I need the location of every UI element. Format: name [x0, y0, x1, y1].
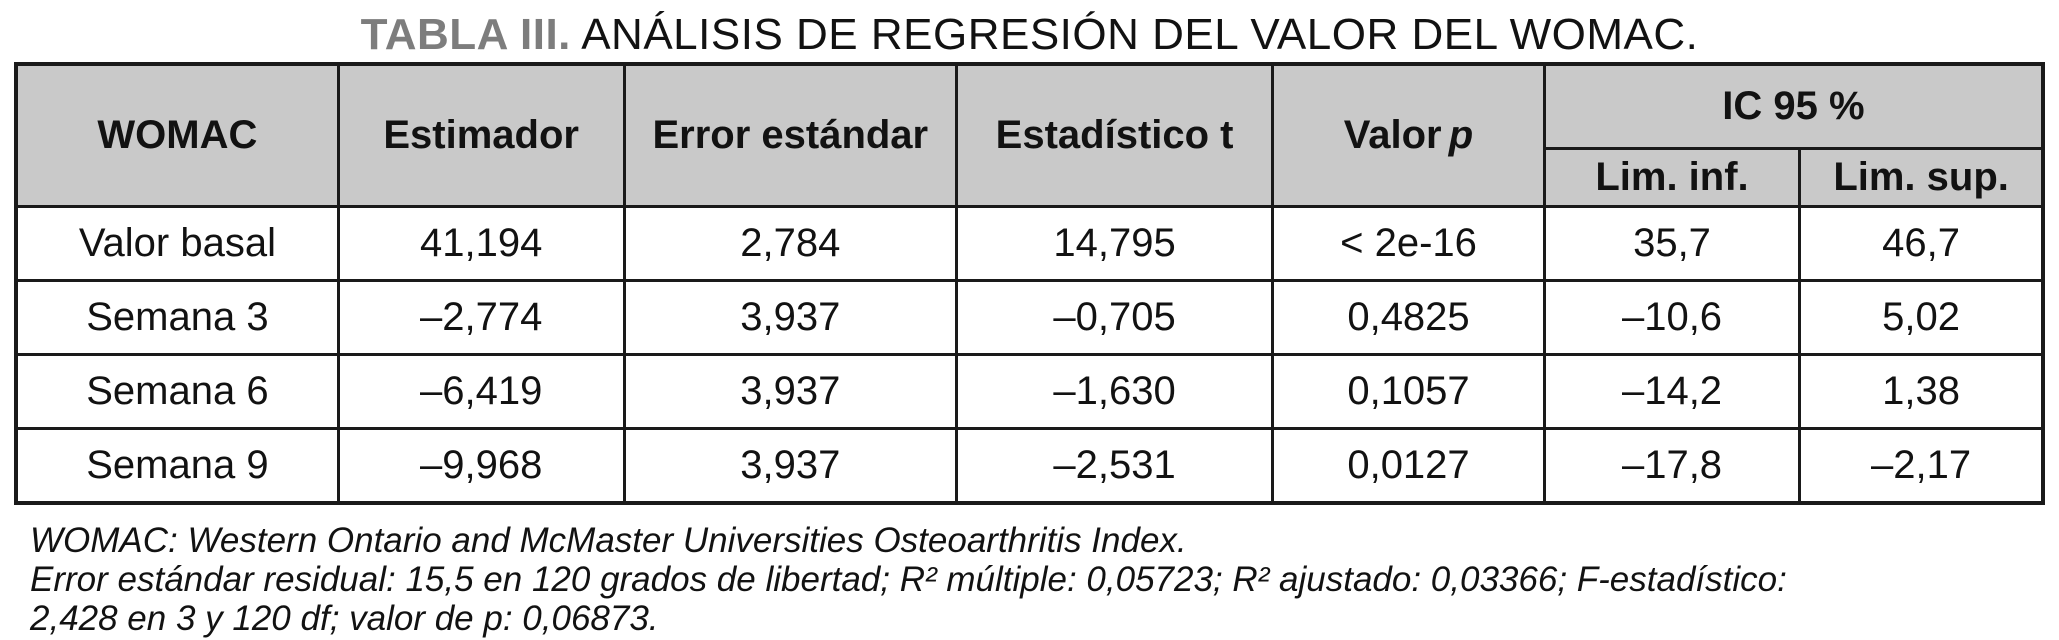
- table-cell: < 2e-16: [1271, 204, 1546, 282]
- table-cell: Semana 6: [14, 352, 340, 430]
- table-cell: 35,7: [1542, 204, 1802, 282]
- table-cell: –2,17: [1798, 426, 2045, 504]
- table-cell: –6,419: [336, 352, 626, 430]
- table-title-label: TABLA III.: [360, 10, 571, 59]
- table-title-text: ANÁLISIS DE REGRESIÓN DEL VALOR DEL WOMA…: [581, 10, 1699, 59]
- table-cell: 0,4825: [1271, 278, 1546, 356]
- column-header-ic95-group: IC 95 %: [1542, 62, 2045, 150]
- table-cell: Semana 3: [14, 278, 340, 356]
- header-row-2: Lim. inf. Lim. sup.: [16, 146, 2045, 208]
- table-cell: –2,531: [954, 426, 1275, 504]
- table-cell: –10,6: [1542, 278, 1802, 356]
- table-cell: 2,784: [622, 204, 959, 282]
- table-cell: 3,937: [622, 278, 959, 356]
- column-header-estadistico-t: Estadístico t: [954, 62, 1275, 208]
- table-cell: –14,2: [1542, 352, 1802, 430]
- table-cell: 0,0127: [1271, 426, 1546, 504]
- table-body: Valor basal 41,194 2,784 14,795 < 2e-16 …: [14, 204, 2045, 504]
- table-cell: 5,02: [1798, 278, 2045, 356]
- table-row-valor-basal: Valor basal 41,194 2,784 14,795 < 2e-16 …: [14, 204, 2045, 282]
- table-cell: –9,968: [336, 426, 626, 504]
- table-cell: Semana 9: [14, 426, 340, 504]
- valor-p-italic: p: [1448, 112, 1474, 157]
- table-cell: 41,194: [336, 204, 626, 282]
- table-cell: –2,774: [336, 278, 626, 356]
- valor-p-prefix: Valor: [1343, 112, 1442, 157]
- table-cell: 14,795: [954, 204, 1275, 282]
- table-row-semana-3: Semana 3 –2,774 3,937 –0,705 0,4825 –10,…: [14, 278, 2045, 356]
- table-cell: 3,937: [622, 426, 959, 504]
- table-header: WOMAC Estimador Error estándar Estadísti…: [14, 62, 2045, 208]
- footnote-model-stats-2: 2,428 en 3 y 120 df; valor de p: 0,06873…: [30, 599, 659, 638]
- column-header-lim-inf: Lim. inf.: [1542, 146, 1802, 208]
- table-cell: –0,705: [954, 278, 1275, 356]
- footnote-model-stats-1: Error estándar residual: 15,5 en 120 gra…: [30, 560, 1787, 599]
- table-cell: –1,630: [954, 352, 1275, 430]
- table-cell: 46,7: [1798, 204, 2045, 282]
- column-header-estimador: Estimador: [336, 62, 626, 208]
- table-cell: 0,1057: [1271, 352, 1546, 430]
- table-row-semana-9: Semana 9 –9,968 3,937 –2,531 0,0127 –17,…: [14, 426, 2045, 504]
- footnote-womac-definition: WOMAC: Western Ontario and McMaster Univ…: [30, 521, 1187, 560]
- table-row-semana-6: Semana 6 –6,419 3,937 –1,630 0,1057 –14,…: [14, 352, 2045, 430]
- table-cell: –17,8: [1542, 426, 1802, 504]
- table-cell: 1,38: [1798, 352, 2045, 430]
- regression-table: WOMAC Estimador Error estándar Estadísti…: [14, 62, 2045, 505]
- table-title: TABLA III. ANÁLISIS DE REGRESIÓN DEL VAL…: [0, 10, 2059, 60]
- table-cell: 3,937: [622, 352, 959, 430]
- table-cell: Valor basal: [14, 204, 340, 282]
- column-header-womac: WOMAC: [14, 62, 340, 208]
- header-row-1: WOMAC Estimador Error estándar Estadísti…: [14, 62, 2045, 208]
- table-footnotes: WOMAC: Western Ontario and McMaster Univ…: [30, 521, 2030, 638]
- column-header-lim-sup: Lim. sup.: [1798, 146, 2045, 208]
- column-header-valor-p: Valor p: [1271, 62, 1546, 208]
- column-header-error-estandar: Error estándar: [622, 62, 959, 208]
